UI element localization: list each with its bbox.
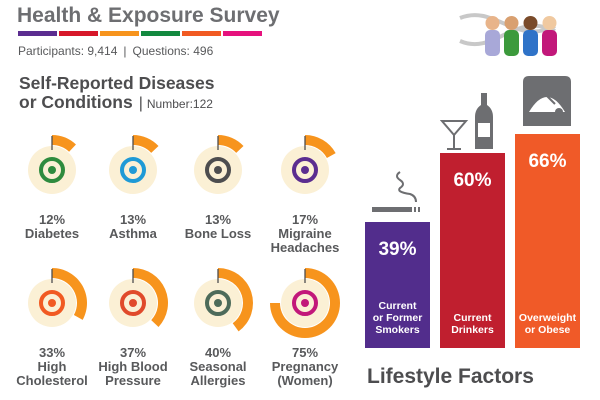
page-title: Health & Exposure Survey: [17, 4, 280, 27]
donut-arc: [218, 135, 244, 153]
donut-arc: [52, 268, 87, 320]
donut-name: Seasonal: [189, 359, 247, 374]
donut-arc: [218, 268, 253, 332]
donut-pct: 17%: [291, 212, 319, 227]
section-title-line1: Self-Reported Diseases: [19, 73, 215, 93]
bar-label-line: Drinkers: [451, 323, 494, 336]
bar-label-line: Current: [453, 311, 492, 324]
donut-arc: [133, 135, 159, 153]
donut-1: [109, 135, 159, 194]
bar-value: 66%: [528, 151, 567, 172]
donut-pct: 40%: [204, 345, 232, 360]
bone-icon: [205, 157, 231, 183]
donut-pct: 75%: [291, 345, 319, 360]
donut-label: 40% Seasonal Allergies: [173, 346, 263, 388]
color-bar-segment: [223, 31, 262, 36]
bar-label-line: Current: [378, 299, 417, 312]
color-bar-segment: [59, 31, 98, 36]
donut-0: [28, 135, 76, 194]
bar-label: Current or Former Smokers: [365, 300, 430, 336]
color-bar-segment: [182, 31, 221, 36]
section-title-line2: or Conditions: [19, 92, 133, 112]
heart-pulse-icon: [120, 290, 146, 316]
donut-name: High: [37, 359, 67, 374]
donut-arc: [305, 135, 336, 158]
lungs-icon: [120, 157, 146, 183]
bar-label: Overweight or Obese: [515, 312, 580, 336]
donut-5: [109, 268, 168, 327]
donut-label: 37% High Blood Pressure: [88, 346, 178, 388]
artery-cholesterol-icon: [39, 290, 65, 316]
color-bar-segment: [100, 31, 139, 36]
bar-label-line: or Former: [372, 311, 423, 324]
martini-bottle-icon: [440, 93, 493, 151]
head-migraine-icon: [292, 157, 318, 183]
donut-7: [270, 268, 340, 338]
bar-label-line: Smokers: [375, 323, 420, 336]
fetus-icon: [292, 290, 318, 316]
people-dna-logo-icon: [459, 13, 557, 56]
donut-label: 33% High Cholesterol: [7, 346, 97, 388]
donut-pct: 13%: [204, 212, 232, 227]
cigarette-icon: [372, 170, 420, 212]
section-number: Number:122: [146, 97, 213, 111]
bar-value: 60%: [453, 170, 492, 192]
donut-6: [194, 268, 253, 332]
donut-2: [194, 135, 244, 194]
bar-label: Current Drinkers: [440, 312, 505, 336]
participants-count: Participants: 9,414: [18, 44, 118, 58]
donut-name: Cholesterol: [16, 373, 88, 388]
donut-label: 12% Diabetes: [7, 213, 97, 241]
donut-label: 75% Pregnancy (Women): [260, 346, 350, 388]
color-bar: [18, 31, 262, 36]
color-bar-segment: [18, 31, 57, 36]
donut-label: 13% Bone Loss: [173, 213, 263, 241]
color-bar-segment: [141, 31, 180, 36]
lifestyle-title: Lifestyle Factors: [367, 365, 534, 388]
donut-arc: [133, 268, 168, 327]
donut-name: Pressure: [105, 373, 161, 388]
scale-icon: [523, 76, 571, 126]
donut-name: Migraine: [278, 226, 332, 241]
donut-pct: 37%: [119, 345, 147, 360]
donut-name: Pregnancy: [271, 359, 339, 374]
bar-2: 66% Overweight or Obese: [515, 134, 580, 348]
donut-name: Headaches: [270, 240, 340, 255]
donut-label: 13% Asthma: [88, 213, 178, 241]
donut-3: [281, 135, 336, 194]
section-heading: Self-Reported Diseases or Conditions | Num…: [19, 73, 215, 113]
survey-meta: Participants: 9,414 | Questions: 496: [18, 44, 214, 58]
bar-0: 39% Current or Former Smokers: [365, 221, 430, 348]
donut-name: (Women): [277, 373, 333, 388]
donut-pct: 12%: [38, 212, 66, 227]
donut-4: [28, 268, 87, 327]
glucose-meter-icon: [39, 157, 65, 183]
sneeze-icon: [205, 290, 231, 316]
donut-name: Diabetes: [24, 226, 80, 241]
donut-arc: [52, 135, 76, 152]
bar-label-line: or Obese: [524, 324, 571, 336]
donut-name: Asthma: [109, 226, 157, 241]
bar-label-line: Overweight: [518, 312, 577, 324]
donut-name: High Blood: [98, 359, 168, 374]
questions-count: Questions: 496: [132, 44, 214, 58]
donut-pct: 13%: [119, 212, 147, 227]
donut-pct: 33%: [38, 345, 66, 360]
bar-value: 39%: [378, 238, 417, 260]
bar-1: 60% Current Drinkers: [440, 153, 505, 348]
donut-label: 17% Migraine Headaches: [260, 213, 350, 255]
donut-name: Allergies: [190, 373, 246, 388]
donut-name: Bone Loss: [184, 226, 252, 241]
